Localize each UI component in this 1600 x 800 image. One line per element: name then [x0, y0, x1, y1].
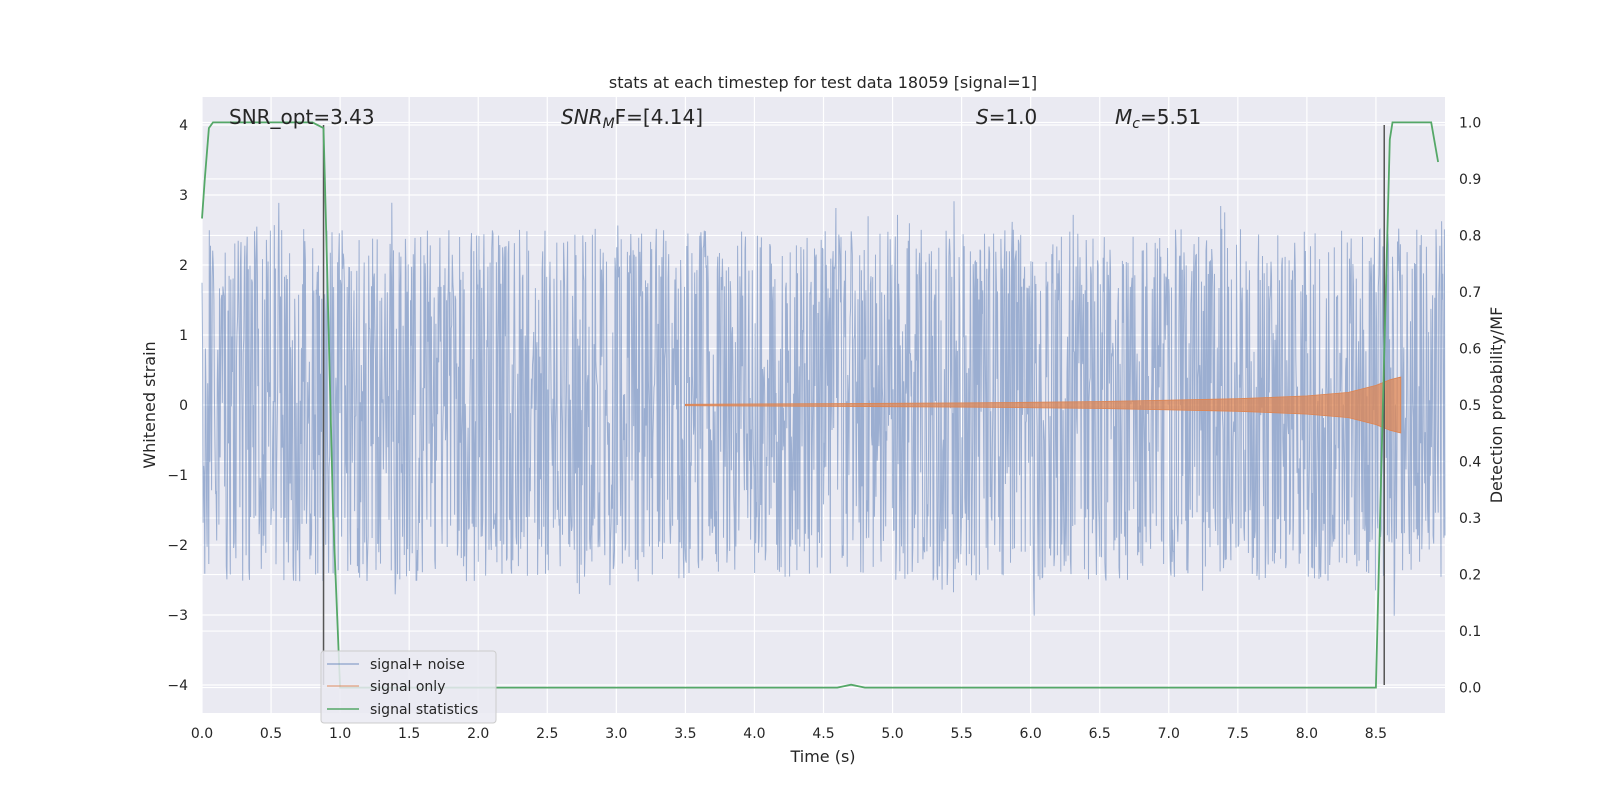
legend-label-signal-only: signal only	[370, 679, 445, 695]
x-tick-label: 1.5	[398, 726, 420, 742]
x-tick-label: 1.0	[329, 726, 351, 742]
y-right-tick-label: 0.5	[1459, 398, 1481, 414]
signal-statistics-line	[201, 121, 1439, 689]
y-tick-label: −2	[167, 538, 188, 554]
y-right-tick-label: 0.2	[1459, 568, 1481, 584]
y-axis-label: Whitened strain	[140, 341, 159, 468]
y-right-tick-label: 0.0	[1459, 681, 1481, 697]
x-tick-label: 3.0	[605, 726, 627, 742]
x-tick-label: 0.5	[260, 726, 282, 742]
y-right-tick-label: 0.4	[1459, 455, 1481, 471]
legend: signal+ noise signal only signal statist…	[320, 650, 497, 724]
x-tick-label: 0.0	[191, 726, 213, 742]
y-tick-label: 4	[179, 118, 188, 134]
x-tick-label: 6.5	[1089, 726, 1111, 742]
y-right-tick-label: 0.1	[1459, 624, 1481, 640]
chart-title: stats at each timestep for test data 180…	[609, 73, 1037, 92]
x-axis-ticks: 0.0 0.5 1.0 1.5 2.0 2.5 3.0 3.5 4.0 4.5 5.0 5.5 6.0 6…	[191, 726, 1387, 742]
x-tick-label: 2.5	[536, 726, 558, 742]
y-tick-label: 1	[179, 328, 188, 344]
legend-box	[320, 650, 497, 724]
y-right-axis-label: Detection probability/MF	[1487, 307, 1506, 504]
x-tick-label: 3.5	[674, 726, 696, 742]
x-tick-label: 4.5	[812, 726, 834, 742]
s-annotation: S=1.0	[976, 105, 1037, 129]
x-tick-label: 4.0	[743, 726, 765, 742]
snr-mf-annotation: SNRMF=[4.14]	[561, 105, 703, 132]
signal-only-series	[685, 376, 1402, 434]
mc-annotation: Mc=5.51	[1115, 105, 1201, 132]
y-tick-label: −1	[167, 468, 188, 484]
x-tick-label: 5.0	[881, 726, 903, 742]
s-variable: S	[976, 105, 989, 129]
x-tick-label: 8.0	[1296, 726, 1318, 742]
y-tick-label: 3	[179, 188, 188, 204]
signal-statistics-series	[201, 121, 1439, 689]
snr-mf-subscript: M	[603, 116, 615, 132]
legend-label-signal-statistics: signal statistics	[370, 702, 478, 718]
y-right-tick-label: 0.8	[1459, 228, 1481, 244]
x-axis-label: Time (s)	[789, 747, 855, 766]
x-tick-label: 8.5	[1365, 726, 1387, 742]
snr-mf-base: SNR	[561, 105, 603, 129]
y-tick-label: −4	[167, 678, 188, 694]
y-tick-label: −3	[167, 608, 188, 624]
y-axis-ticks: −4 −3 −2 −1 0 1 2 3 4	[167, 118, 188, 694]
mc-value: =5.51	[1140, 105, 1201, 129]
y-right-tick-label: 0.9	[1459, 172, 1481, 188]
x-tick-label: 7.5	[1227, 726, 1249, 742]
y-tick-label: 2	[179, 258, 188, 274]
snr-mf-value: F=[4.14]	[615, 105, 703, 129]
y-tick-label: 0	[179, 398, 188, 414]
x-tick-label: 7.0	[1158, 726, 1180, 742]
y-right-tick-label: 0.7	[1459, 285, 1481, 301]
s-value: =1.0	[989, 105, 1038, 129]
signal-only-band	[685, 376, 1402, 434]
vertical-markers	[322, 125, 1385, 685]
legend-label-signal-noise: signal+ noise	[370, 657, 465, 673]
x-tick-label: 6.0	[1020, 726, 1042, 742]
x-tick-label: 5.5	[950, 726, 972, 742]
signal-noise-series	[201, 201, 1446, 616]
y-right-tick-label: 0.6	[1459, 341, 1481, 357]
y-right-tick-label: 1.0	[1459, 115, 1481, 131]
signal-noise-line	[201, 201, 1446, 616]
y-right-tick-label: 0.3	[1459, 511, 1481, 527]
mc-subscript: c	[1132, 116, 1140, 132]
y-right-axis-ticks: 0.0 0.1 0.2 0.3 0.4 0.5 0.6 0.7 0.8 0.9 1.0	[1459, 115, 1481, 696]
mc-variable: M	[1115, 105, 1132, 129]
snr-opt-annotation: SNR_opt=3.43	[229, 105, 375, 129]
x-tick-label: 2.0	[467, 726, 489, 742]
